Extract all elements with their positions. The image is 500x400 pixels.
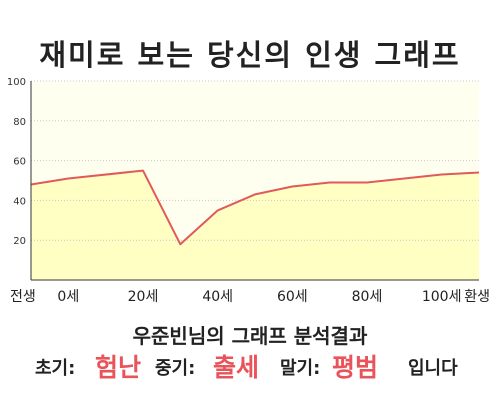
chart-title: 재미로 보는 당신의 인생 그래프 <box>39 38 461 72</box>
x-tick-label: 20세 <box>128 289 159 305</box>
y-tick-label: 60 <box>13 157 26 168</box>
life-line <box>30 169 480 246</box>
middle-value: 출세 <box>213 353 260 382</box>
x-tick-label: 환생 <box>464 289 490 305</box>
late-value: 평범 <box>332 353 379 382</box>
analysis-subtitle: 우준빈님의 그래프 분석결과 <box>132 324 368 348</box>
analysis-result: 초기: 험난 중기: 출세 말기: 평범 입니다 <box>0 348 500 382</box>
early-value: 험난 <box>95 353 142 382</box>
y-tick-label: 40 <box>13 196 26 207</box>
y-tick-label: 20 <box>13 236 26 247</box>
late-label: 말기: <box>280 358 321 379</box>
x-tick-label: 40세 <box>202 289 233 305</box>
ending-text: 입니다 <box>408 358 458 379</box>
middle-label: 중기: <box>155 358 196 379</box>
y-tick-label: 100 <box>7 77 26 88</box>
x-tick-label: 80세 <box>352 289 383 305</box>
x-tick-label: 60세 <box>277 289 308 305</box>
x-tick-label: 전생 <box>10 289 36 305</box>
x-tick-label: 100세 <box>422 289 462 305</box>
life-area-fill <box>31 170 479 280</box>
early-label: 초기: <box>35 358 76 379</box>
y-tick-label: 80 <box>13 117 26 128</box>
x-tick-label: 0세 <box>57 289 79 305</box>
